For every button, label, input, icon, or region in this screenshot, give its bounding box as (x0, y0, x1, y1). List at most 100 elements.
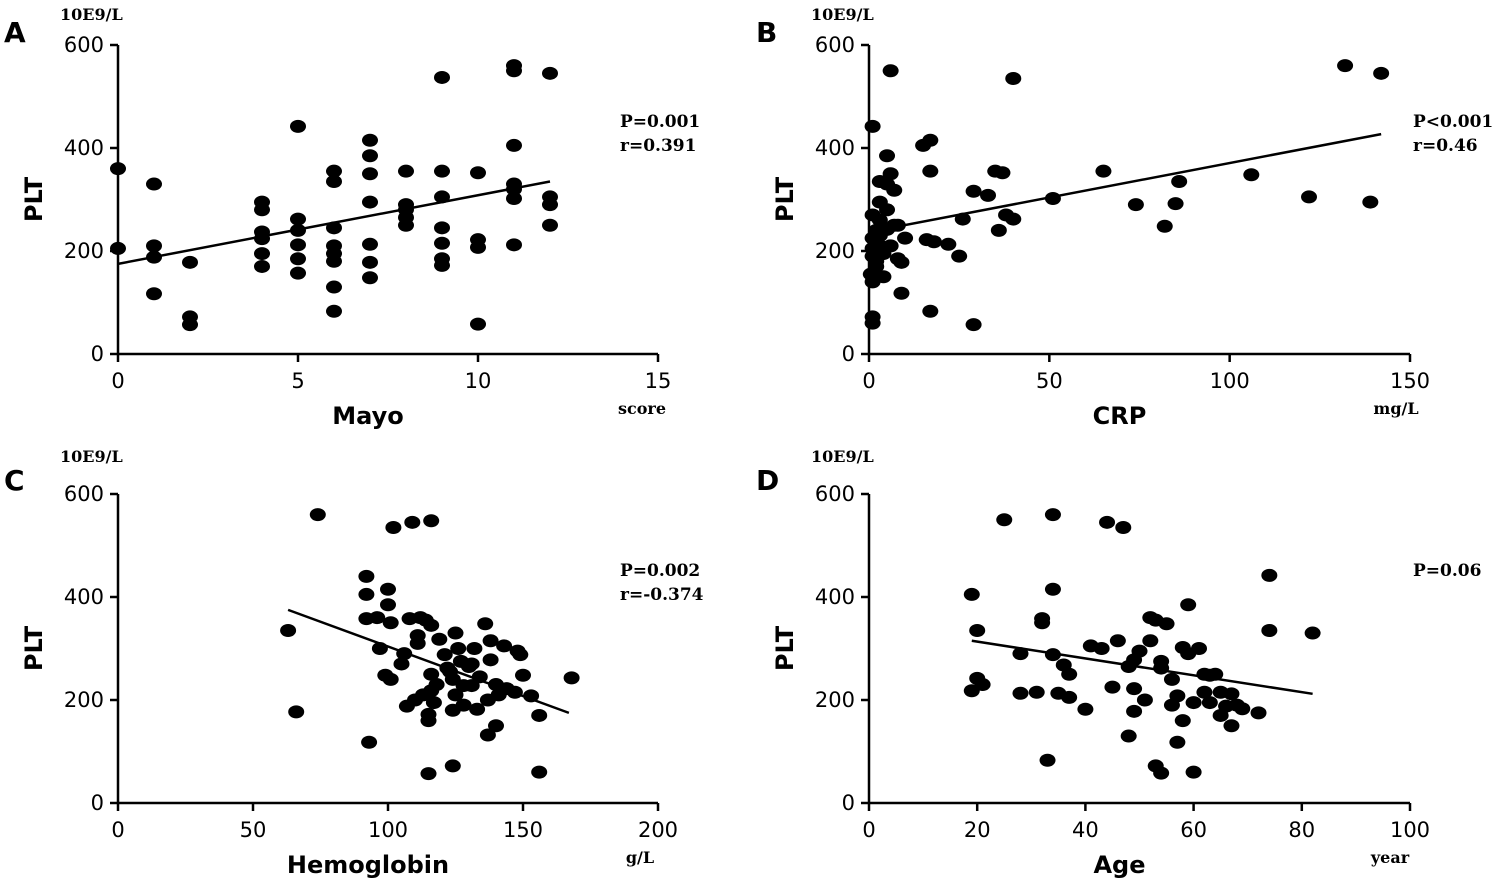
x-tick-label-d: 0 (862, 818, 875, 842)
data-point-c (531, 708, 548, 722)
data-point-a (290, 212, 306, 226)
y-tick-label-b: 200 (815, 239, 855, 263)
data-point-c (512, 648, 529, 662)
data-point-d (1153, 766, 1170, 780)
data-point-a (362, 271, 378, 285)
x-tick-label-a: 10 (465, 369, 492, 393)
data-point-c (496, 639, 513, 653)
data-point-c (428, 678, 445, 692)
data-point-b (897, 231, 914, 245)
data-point-b (893, 255, 910, 269)
stat-text-d: P=0.06 (1413, 561, 1481, 581)
data-point-c (523, 689, 540, 703)
data-point-c (531, 765, 548, 779)
data-point-c (423, 514, 440, 528)
data-point-d (996, 513, 1013, 527)
x-tick-label-d: 20 (964, 818, 991, 842)
data-point-c (431, 632, 448, 646)
regression-line-b (868, 132, 1382, 234)
data-point-d (1099, 515, 1116, 529)
data-point-a (290, 266, 306, 280)
data-point-b (882, 64, 899, 78)
x-tick-label-a: 5 (291, 369, 304, 393)
data-point-b (1243, 168, 1260, 182)
x-tick-label-c: 200 (638, 818, 678, 842)
data-point-b (1156, 219, 1173, 233)
data-point-a (326, 304, 342, 318)
data-point-c (463, 657, 480, 671)
data-point-d (1163, 672, 1180, 686)
y-unit-label-b: 10E9/L (811, 5, 874, 24)
data-point-a (326, 254, 342, 268)
x-tick-label-c: 150 (503, 818, 543, 842)
x-unit-label-c: g/L (626, 848, 654, 867)
data-point-c (447, 688, 464, 702)
data-point-d (1180, 598, 1197, 612)
data-point-d (1039, 753, 1056, 767)
data-point-a (470, 166, 486, 180)
data-point-a (326, 174, 342, 188)
y-tick-label-a: 600 (64, 33, 104, 57)
data-point-d (969, 623, 986, 637)
data-point-b (1127, 198, 1144, 212)
data-point-b (965, 318, 982, 332)
data-point-b (922, 304, 939, 318)
data-point-a (506, 238, 522, 252)
data-point-b (1171, 174, 1188, 188)
data-point-a (542, 66, 558, 80)
data-point-d (1034, 616, 1051, 630)
x-axis-title-d: Age (1093, 851, 1145, 879)
data-point-b (1005, 212, 1022, 226)
panel-label-c: C (4, 464, 25, 497)
data-point-d (1153, 661, 1170, 675)
stat-text-a: P=0.001 (620, 112, 700, 132)
data-point-b (940, 237, 957, 251)
regression-line-d (971, 639, 1313, 696)
data-point-c (358, 569, 375, 583)
data-point-d (1044, 508, 1061, 522)
panel-label-b: B (756, 16, 777, 49)
y-tick-label-d: 600 (815, 482, 855, 506)
data-point-c (420, 714, 437, 728)
data-point-b (864, 316, 881, 330)
data-point-a (506, 138, 522, 152)
data-point-b (922, 164, 939, 178)
x-unit-label-d: year (1370, 848, 1410, 867)
data-point-d (1250, 706, 1267, 720)
regression-line-c (287, 608, 570, 715)
data-point-b (1373, 66, 1390, 80)
data-point-a (362, 167, 378, 181)
data-point-b (980, 188, 997, 202)
data-point-a (326, 280, 342, 294)
data-point-a (434, 70, 450, 84)
x-tick-label-a: 15 (645, 369, 672, 393)
data-point-c (420, 767, 437, 781)
data-point-d (1234, 702, 1251, 716)
x-axis-title-a: Mayo (332, 402, 403, 430)
data-point-c (404, 515, 421, 529)
data-point-c (425, 696, 442, 710)
y-axis-title-d: PLT (771, 625, 799, 671)
x-tick-label-c: 0 (111, 818, 124, 842)
data-point-d (1169, 689, 1186, 703)
panel-label-d: D (756, 464, 779, 497)
data-point-d (1174, 714, 1191, 728)
data-point-d (1126, 682, 1143, 696)
data-point-b (990, 223, 1007, 237)
data-point-c (361, 735, 378, 749)
x-tick-label-b: 50 (1036, 369, 1063, 393)
data-point-d (1196, 685, 1213, 699)
x-tick-label-b: 0 (862, 369, 875, 393)
y-tick-label-c: 600 (64, 482, 104, 506)
stat-text-b: P<0.001 (1413, 112, 1493, 132)
y-axis-title-b: PLT (771, 176, 799, 222)
panel-label-a: A (4, 16, 26, 49)
x-unit-label-a: score (618, 399, 666, 418)
y-tick-label-b: 600 (815, 33, 855, 57)
data-point-d (1044, 648, 1061, 662)
data-point-c (369, 611, 386, 625)
y-tick-label-d: 0 (842, 791, 855, 815)
stat-text-a: r=0.391 (620, 136, 696, 156)
data-point-a (434, 164, 450, 178)
data-point-b (965, 184, 982, 198)
